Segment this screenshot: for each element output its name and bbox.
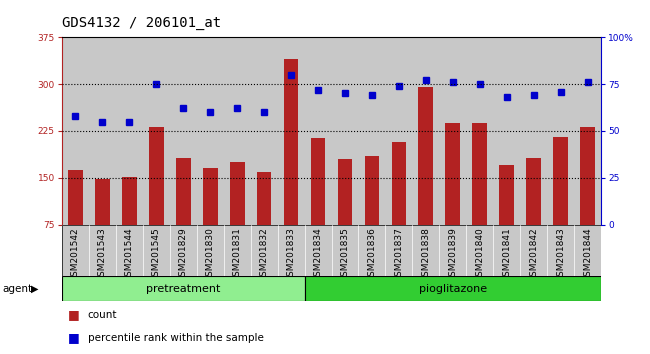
- Text: GSM201840: GSM201840: [475, 227, 484, 282]
- FancyBboxPatch shape: [62, 276, 304, 301]
- Text: count: count: [88, 310, 117, 320]
- Bar: [88, 225, 116, 276]
- Bar: [467, 225, 493, 276]
- Bar: [224, 225, 251, 276]
- Bar: [521, 37, 547, 225]
- Bar: [391, 142, 406, 225]
- Text: ■: ■: [68, 331, 80, 344]
- Text: ▶: ▶: [31, 284, 39, 293]
- Bar: [95, 179, 110, 225]
- Text: GSM201842: GSM201842: [529, 227, 538, 282]
- Bar: [359, 225, 385, 276]
- Text: GSM201544: GSM201544: [125, 227, 134, 282]
- Bar: [170, 225, 196, 276]
- Text: GSM201836: GSM201836: [367, 227, 376, 282]
- Text: agent: agent: [2, 284, 32, 293]
- Bar: [278, 225, 304, 276]
- Bar: [304, 37, 332, 225]
- Text: ■: ■: [68, 308, 80, 321]
- Bar: [547, 225, 575, 276]
- Text: GDS4132 / 206101_at: GDS4132 / 206101_at: [62, 16, 221, 30]
- Bar: [257, 172, 272, 225]
- Bar: [116, 225, 143, 276]
- Bar: [332, 225, 359, 276]
- Bar: [493, 37, 521, 225]
- Text: GSM201834: GSM201834: [313, 227, 322, 282]
- Text: GSM201841: GSM201841: [502, 227, 512, 282]
- Bar: [493, 225, 521, 276]
- Bar: [170, 37, 196, 225]
- Bar: [413, 37, 439, 225]
- Bar: [547, 37, 575, 225]
- Text: pretreatment: pretreatment: [146, 284, 220, 293]
- Text: GSM201844: GSM201844: [583, 227, 592, 282]
- Bar: [575, 37, 601, 225]
- Bar: [122, 177, 136, 225]
- Bar: [419, 87, 434, 225]
- Text: GSM201838: GSM201838: [421, 227, 430, 282]
- Text: GSM201833: GSM201833: [287, 227, 296, 282]
- Bar: [149, 127, 164, 225]
- Bar: [62, 37, 88, 225]
- Bar: [251, 37, 278, 225]
- Bar: [229, 162, 244, 225]
- Bar: [332, 37, 359, 225]
- Bar: [196, 37, 224, 225]
- Bar: [116, 37, 143, 225]
- Bar: [365, 156, 380, 225]
- Bar: [203, 168, 218, 225]
- Bar: [580, 127, 595, 225]
- Bar: [385, 37, 413, 225]
- Bar: [413, 225, 439, 276]
- Bar: [385, 225, 413, 276]
- Bar: [553, 137, 568, 225]
- Text: GSM201831: GSM201831: [233, 227, 242, 282]
- Bar: [143, 37, 170, 225]
- Text: GSM201835: GSM201835: [341, 227, 350, 282]
- Text: GSM201832: GSM201832: [259, 227, 268, 282]
- Bar: [439, 225, 467, 276]
- Bar: [176, 159, 190, 225]
- Bar: [467, 37, 493, 225]
- Bar: [196, 225, 224, 276]
- Bar: [526, 159, 541, 225]
- Bar: [283, 59, 298, 225]
- Bar: [359, 37, 385, 225]
- Text: pioglitazone: pioglitazone: [419, 284, 487, 293]
- Text: GSM201843: GSM201843: [556, 227, 566, 282]
- Text: GSM201545: GSM201545: [151, 227, 161, 282]
- Text: GSM201839: GSM201839: [448, 227, 458, 282]
- Bar: [521, 225, 547, 276]
- FancyBboxPatch shape: [304, 276, 601, 301]
- Bar: [575, 225, 601, 276]
- Bar: [278, 37, 304, 225]
- Bar: [439, 37, 467, 225]
- Bar: [304, 225, 332, 276]
- Text: GSM201542: GSM201542: [71, 227, 80, 282]
- Text: GSM201829: GSM201829: [179, 227, 188, 282]
- Text: GSM201837: GSM201837: [395, 227, 404, 282]
- Bar: [473, 124, 488, 225]
- Bar: [62, 225, 88, 276]
- Bar: [337, 159, 352, 225]
- Bar: [68, 170, 83, 225]
- Text: GSM201543: GSM201543: [98, 227, 107, 282]
- Text: percentile rank within the sample: percentile rank within the sample: [88, 333, 264, 343]
- Bar: [311, 138, 326, 225]
- Text: GSM201830: GSM201830: [205, 227, 214, 282]
- Bar: [88, 37, 116, 225]
- Bar: [143, 225, 170, 276]
- Bar: [224, 37, 251, 225]
- Bar: [445, 123, 460, 225]
- Bar: [251, 225, 278, 276]
- Bar: [499, 165, 514, 225]
